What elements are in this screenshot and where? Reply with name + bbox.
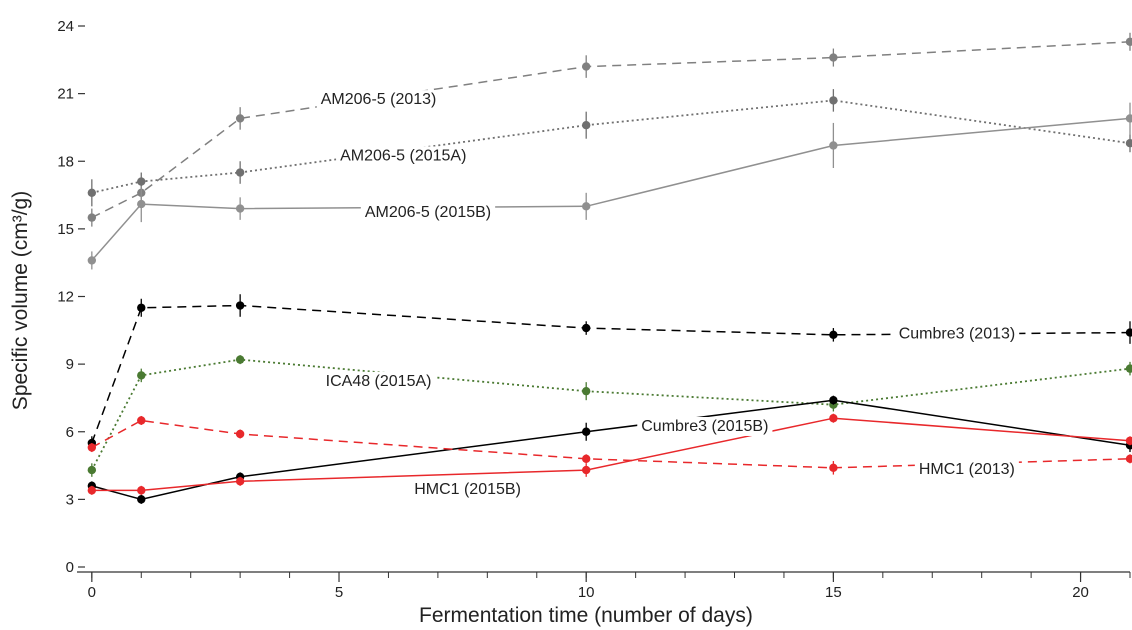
y-tick-label: 15 — [57, 221, 74, 238]
y-tick-label: 12 — [57, 289, 74, 306]
data-point — [581, 202, 591, 211]
y-tick-label: 21 — [57, 86, 74, 103]
series-line — [91, 304, 1131, 444]
data-point — [235, 477, 245, 486]
series-line — [91, 117, 1131, 261]
data-point — [581, 62, 591, 71]
series-label-background — [321, 371, 436, 391]
data-point — [829, 53, 838, 62]
series-hmc1-2015b — [87, 413, 1132, 495]
data-point — [829, 395, 838, 405]
data-point — [235, 114, 245, 123]
y-tick-label: 3 — [66, 491, 74, 508]
series-ica48-2015a — [87, 355, 1132, 477]
series-label: AM206-5 (2015A) — [340, 147, 466, 164]
series-label: HMC1 (2013) — [919, 461, 1015, 478]
series-label-background — [316, 90, 441, 110]
data-point — [87, 486, 97, 495]
data-point — [1125, 114, 1132, 123]
x-tick-label: 5 — [335, 584, 343, 601]
series-am206-5-2013 — [87, 32, 1132, 227]
data-point — [137, 416, 146, 425]
data-point — [87, 256, 97, 265]
y-axis-title: Specific volume (cm³/g) — [9, 191, 32, 410]
series-label-background — [637, 416, 773, 436]
x-tick-label: 15 — [825, 584, 842, 601]
y-tick-label: 9 — [66, 356, 74, 373]
series-label: Cumbre3 (2015B) — [641, 418, 768, 435]
series-cumbre3-2013 — [87, 294, 1132, 450]
data-point — [137, 486, 146, 495]
data-point — [581, 465, 591, 475]
series-line — [91, 41, 1131, 219]
data-point — [235, 429, 245, 439]
data-point — [829, 96, 838, 105]
y-tick-label: 6 — [66, 424, 74, 441]
data-point — [235, 168, 245, 177]
data-point — [829, 330, 838, 340]
data-point — [235, 355, 245, 364]
axes-layer: 0 5 10 15 20 0 3 6 9 12 15 18 21 24 — [57, 18, 1131, 601]
x-tick-label: 20 — [1072, 584, 1089, 601]
data-point — [87, 188, 97, 198]
series-am206-5-2015a — [87, 89, 1132, 207]
data-point — [87, 213, 97, 222]
series-am206-5-2015b — [87, 102, 1132, 270]
data-point — [137, 371, 146, 380]
series-line — [91, 99, 1131, 194]
data-point — [829, 463, 838, 473]
data-point — [581, 120, 591, 130]
series-line — [91, 417, 1131, 492]
data-point — [829, 141, 838, 150]
series-label: Cumbre3 (2013) — [899, 326, 1016, 343]
series-line — [91, 358, 1131, 471]
data-point — [137, 199, 146, 209]
data-point — [87, 443, 97, 452]
data-point — [137, 177, 146, 186]
data-point — [581, 427, 591, 436]
series-cumbre3-2015b — [87, 395, 1132, 504]
series-label: AM206-5 (2015B) — [365, 204, 491, 221]
data-point — [137, 495, 146, 504]
data-point — [581, 386, 591, 396]
series-label-background — [894, 324, 1020, 344]
series-label-background — [360, 202, 496, 222]
series-label-background — [914, 459, 1019, 479]
data-point — [829, 414, 838, 423]
data-point — [1125, 364, 1132, 373]
series-line — [91, 419, 1131, 469]
data-point — [1125, 139, 1132, 148]
series-label-layer: AM206-5 (2013) AM206-5 (2015A) AM206-5 (20… — [316, 90, 1020, 500]
series-label: HMC1 (2015B) — [414, 481, 521, 498]
data-point — [235, 204, 245, 213]
data-point — [1125, 436, 1132, 445]
data-point — [581, 454, 591, 463]
data-point — [1125, 454, 1132, 463]
x-tick-label: 0 — [88, 584, 96, 601]
y-tick-label: 18 — [57, 153, 74, 170]
data-point — [581, 323, 591, 333]
series-label: ICA48 (2015A) — [326, 373, 432, 390]
x-tick-label: 10 — [578, 584, 595, 601]
series-line — [91, 399, 1131, 501]
data-point — [235, 301, 245, 310]
data-point — [1125, 328, 1132, 337]
series-label: AM206-5 (2013) — [321, 91, 437, 108]
y-tick-label: 0 — [66, 559, 74, 576]
data-point — [137, 303, 146, 312]
series-layer — [87, 32, 1132, 504]
series-label-background — [336, 146, 471, 166]
y-tick-label: 24 — [57, 18, 74, 35]
series-hmc1-2013 — [87, 415, 1132, 475]
data-point — [87, 465, 97, 475]
data-point — [1125, 37, 1132, 46]
series-label-background — [410, 480, 525, 500]
x-axis-title: Fermentation time (number of days) — [419, 604, 753, 627]
